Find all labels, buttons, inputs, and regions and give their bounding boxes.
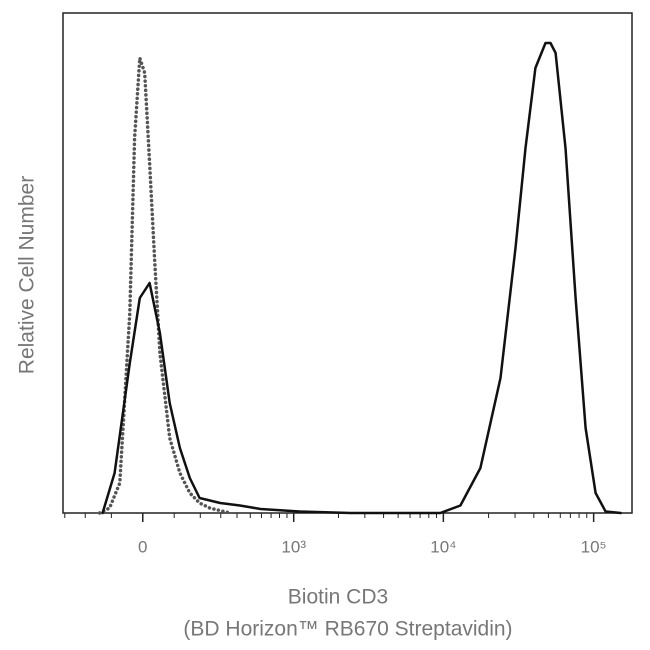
x-axis-label: Biotin CD3 [288,586,388,609]
x-axis-label: (BD Horizon™ RB670 Streptavidin) [183,618,512,641]
x-tick-label: 10⁵ [581,537,607,556]
x-tick-label: 10⁴ [430,537,456,556]
x-tick-label: 0 [138,537,147,556]
plot-frame [62,12,633,514]
x-tick-label: 10³ [281,537,306,556]
y-axis-label: Relative Cell Number [16,176,39,374]
histogram-line [101,41,622,515]
